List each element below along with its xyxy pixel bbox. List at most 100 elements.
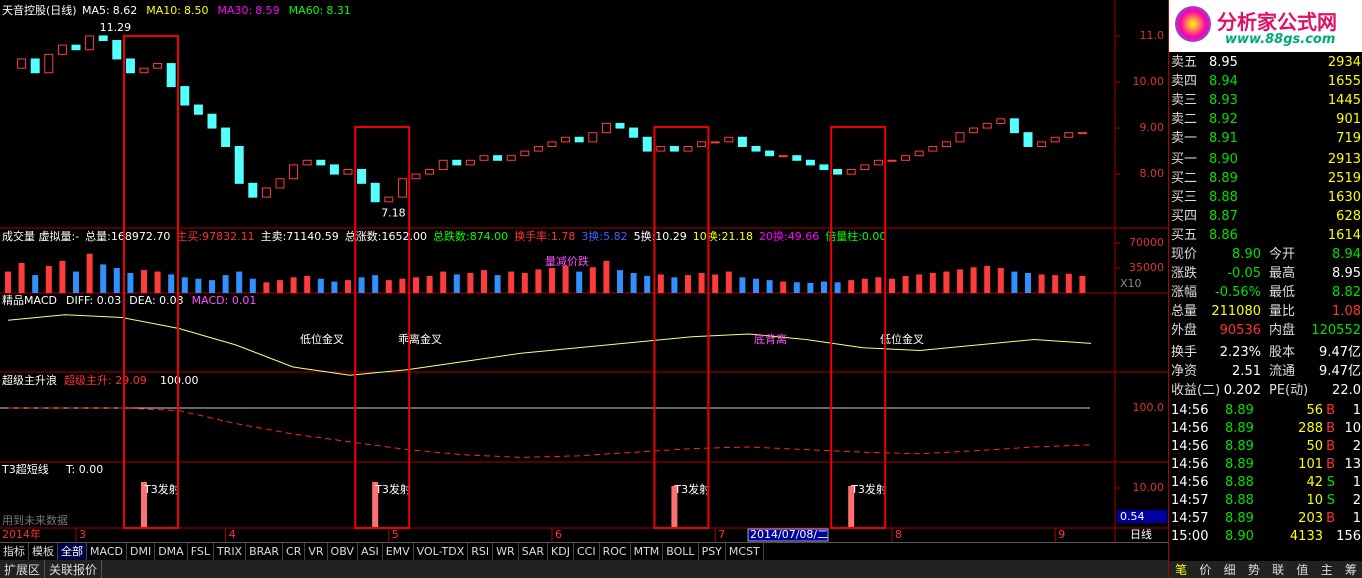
volume-bar — [32, 275, 39, 293]
high-label: 11.29 — [100, 21, 132, 34]
month-label: 6 — [555, 528, 562, 541]
candle — [125, 58, 135, 74]
quote-cell: 买一 — [1171, 152, 1198, 167]
volume-field: 10换:21.18 — [693, 229, 753, 243]
ma-value: 8.62 — [113, 4, 138, 17]
candle — [425, 169, 435, 175]
t3-label: T3发射 — [143, 482, 180, 496]
side-tab[interactable]: 细 — [1223, 563, 1236, 577]
candle — [397, 178, 407, 198]
volume-field: 5换:10.29 — [634, 229, 687, 243]
candle — [85, 35, 95, 51]
quote-cell: 14:57 — [1171, 511, 1209, 526]
volume-field: 总跌数:874.00 — [433, 229, 508, 243]
candle — [601, 122, 611, 134]
quote-cell: 901 — [1336, 112, 1361, 127]
side-tab[interactable]: 筹 — [1344, 563, 1357, 577]
volume-bar — [562, 265, 569, 293]
tab[interactable]: MTM — [631, 543, 664, 561]
tab[interactable]: BOLL — [663, 543, 699, 561]
tab[interactable]: ROC — [600, 543, 631, 561]
tab[interactable]: ASI — [358, 543, 383, 561]
tab[interactable]: OBV — [328, 543, 358, 561]
t3-label: T3发射 — [374, 482, 411, 496]
tab[interactable]: 指标 — [0, 543, 29, 561]
volume-bar — [399, 278, 406, 293]
volume-bar — [549, 268, 555, 293]
tab[interactable]: PSY — [699, 543, 726, 561]
volume-bar — [793, 282, 800, 293]
tab[interactable]: BRAR — [246, 543, 284, 561]
tab[interactable]: VOL-TDX — [414, 543, 469, 561]
quote-cell: 14:57 — [1171, 493, 1209, 508]
volume-bar — [86, 253, 93, 293]
candle — [166, 63, 176, 88]
quote-row: 买三 8.88 1630 — [1169, 188, 1362, 207]
ma-value: 8.31 — [326, 4, 351, 17]
tab[interactable]: MACD — [87, 543, 127, 561]
candle — [873, 159, 883, 166]
side-tab[interactable]: 联 — [1272, 563, 1285, 577]
quote-cell: 2.23% — [1219, 345, 1261, 360]
t3-spike — [848, 486, 855, 528]
tab[interactable]: VR — [305, 543, 328, 561]
tab[interactable]: RSI — [468, 543, 494, 561]
quote-cell: 买二 — [1171, 171, 1198, 186]
side-tab[interactable]: 主 — [1320, 563, 1333, 577]
quote-cell: 8.94 — [1332, 247, 1361, 262]
quote-cell: 8.82 — [1332, 285, 1361, 300]
tab[interactable]: DMA — [155, 543, 188, 561]
volume-bar — [861, 278, 868, 293]
candle — [914, 150, 924, 157]
volume-bar — [1025, 273, 1031, 293]
bottom-tab[interactable]: 关联报价 — [45, 560, 103, 578]
tab[interactable]: CR — [283, 543, 306, 561]
tab[interactable]: SAR — [519, 543, 549, 561]
candle — [778, 155, 788, 158]
quote-cell: 10 — [1306, 493, 1323, 508]
tab[interactable]: CCI — [574, 543, 600, 561]
tab[interactable]: WR — [493, 543, 519, 561]
side-tab[interactable]: 势 — [1247, 563, 1260, 577]
tab[interactable]: EMV — [383, 543, 414, 561]
quote-row: 卖一 8.91 719 — [1169, 129, 1362, 148]
volume-bar — [236, 271, 243, 293]
quote-cell: 22.0 — [1332, 383, 1361, 398]
side-tab[interactable]: 笔 — [1175, 563, 1188, 577]
volume-bar — [358, 277, 365, 293]
tab[interactable]: KDJ — [548, 543, 574, 561]
ma-value: 8.59 — [255, 4, 280, 17]
bottom-tab-bar: 扩展区 关联报价 — [0, 560, 1168, 578]
candle — [57, 44, 67, 55]
tab[interactable]: DMI — [127, 543, 156, 561]
volume-field: 总量:168972.70 — [85, 229, 170, 243]
candle — [697, 141, 707, 147]
side-tab[interactable]: 值 — [1296, 563, 1309, 577]
tab[interactable]: FSL — [188, 543, 214, 561]
macd-note: 乖离金叉 — [398, 332, 442, 346]
quote-cell: 8.88 — [1225, 475, 1254, 490]
quote-cell: 涨幅 — [1171, 285, 1198, 300]
quote-cell: 8.94 — [1209, 74, 1238, 89]
ma-label: MA60: — [289, 4, 324, 17]
month-label: 4 — [229, 528, 236, 541]
tab[interactable]: 全部 — [58, 543, 87, 561]
quote-cell: 8.89 — [1225, 511, 1254, 526]
volume-bar — [943, 271, 950, 293]
quote-cell: 8.89 — [1209, 171, 1238, 186]
bottom-tab[interactable]: 扩展区 — [0, 560, 46, 578]
t3-field: T: 0.00 — [65, 463, 103, 476]
quote-cell: 14:56 — [1171, 439, 1209, 454]
quote-cell: 8.89 — [1225, 421, 1254, 436]
side-tab[interactable]: 价 — [1199, 563, 1212, 577]
tab[interactable]: TRIX — [214, 543, 247, 561]
quote-cell: -0.56% — [1215, 285, 1261, 300]
quote-cell: 8.87 — [1209, 209, 1238, 224]
candle — [316, 159, 326, 166]
quote-row: 收益(二) 0.202 PE(动) 22.0 — [1169, 381, 1362, 400]
quote-cell: 8.92 — [1209, 112, 1238, 127]
highlight-box — [830, 126, 887, 529]
tab[interactable]: MCST — [726, 543, 764, 561]
volume-bar — [589, 267, 596, 293]
tab[interactable]: 模板 — [29, 543, 58, 561]
